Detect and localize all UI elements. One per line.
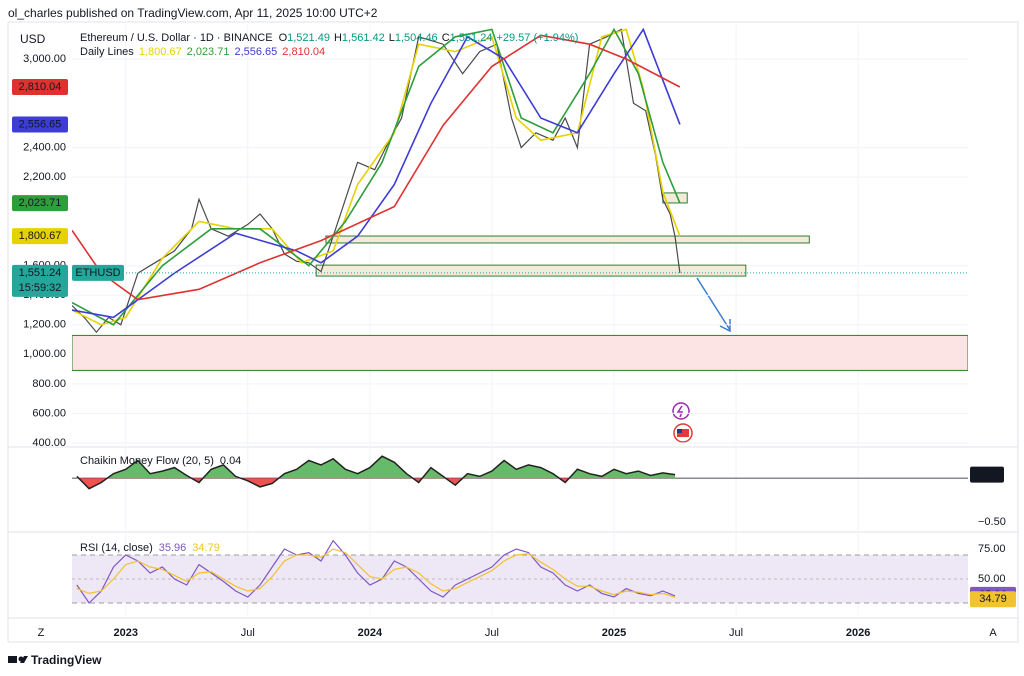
cmf-plot [76,455,676,490]
brand: TradingView [31,653,102,667]
ma-price-tag: 2,556.65 [19,118,62,130]
overlay-title: Daily Lines [80,46,134,58]
scale-button[interactable]: Z [38,627,45,639]
countdown: 15:59:32 [19,282,62,294]
price-zone [325,235,810,244]
ohlc-value: 1,551.24 [450,32,493,44]
last-price-tag-bg [12,264,68,297]
main-plot [72,27,968,371]
arrow-drawing [696,277,731,333]
last-price-tag: 1,551.24 [19,267,62,279]
cmf-positive-area [76,456,675,479]
x-tick-label: Jul [241,627,255,639]
moving-average [72,28,681,326]
rsi-value: 35.96 [159,542,187,554]
moving-average [72,27,681,326]
tradingview-logo: TradingView [8,653,102,667]
ma-price-tag-bg [12,195,68,212]
ma-price-tag: 2,023.71 [19,197,62,209]
overlay-value: 1,800.67 [139,46,182,58]
y-tick-label: 75.00 [978,543,1006,555]
y-tick-label: 3,000.00 [23,53,66,65]
currency: USD [20,32,46,46]
cmf-legend: Chaikin Money Flow (20, 5) 0.04 [80,455,241,467]
ohlc-value: 1,521.49 [287,32,330,44]
y-tick-label: 2,400.00 [23,141,66,153]
auto-button[interactable]: A [989,627,997,639]
ohlc-key: O [279,32,288,44]
ma-price-tag-bg [12,79,68,96]
x-tick-label: Jul [485,627,499,639]
overlay-value: 2,023.71 [187,46,230,58]
cmf-line [76,455,676,490]
chart-frame [7,21,1019,643]
rsi-legend: RSI (14, close) 35.96 34.79 [80,542,220,554]
legend-lines: Daily Lines 1,800.67 2,023.71 2,556.65 2,810… [80,46,325,58]
cmf-value-tag: 0.04 [976,469,997,481]
y-tick-label: 400.00 [32,437,66,449]
y-tick-label: 50.00 [978,573,1006,585]
y-tick-label: 600.00 [32,407,66,419]
moving-average [72,34,681,301]
y-tick-label: 1,000.00 [23,348,66,360]
publisher: ol_charles published on TradingView.com,… [8,6,378,20]
cmf-value-tag-bg [970,466,1004,483]
symbol-title: Ethereum / U.S. Dollar · 1D · BINANCE [80,32,273,44]
legend-title: Ethereum / U.S. Dollar · 1D · BINANCE O1,… [80,32,578,44]
ohlc-key: H [334,32,342,44]
cmf-value: 0.04 [220,455,241,467]
indicator-title: Chaikin Money Flow (20, 5) [80,455,214,467]
x-tick-label: Jul [729,627,743,639]
x-tick-label: 2025 [602,627,626,639]
ma-price-tag: 2,810.04 [19,81,62,93]
rsi-value: 34.79 [192,542,220,554]
y-tick-label: −0.50 [978,516,1006,528]
y-tick-label: 800.00 [32,378,66,390]
price-zone [315,264,747,277]
ohlc-value: 1,504.46 [395,32,438,44]
ma-price-tag: 1,800.67 [19,230,62,242]
rsi-line [76,539,676,604]
price-change: +29.57 (+1.94%) [496,32,578,44]
ma-price-tag-bg [12,116,68,133]
ohlc-key: C [442,32,450,44]
y-tick-label: 2,200.00 [23,171,66,183]
ohlc-value: 1,561.42 [342,32,385,44]
symbol-tag: ETHUSD [75,267,120,279]
event-icons [672,402,693,443]
price-zone [72,334,968,371]
rsi-value-tag-bg [970,591,1016,608]
moving-average [72,27,681,319]
x-tick-label: 2024 [358,627,383,639]
overlay-value: 2,810.04 [282,46,325,58]
y-tick-label: 1,200.00 [23,319,66,331]
rsi-value-tag: 34.79 [979,593,1007,605]
symbol-tag-bg [72,264,124,281]
overlay-value: 2,556.65 [234,46,277,58]
ma-price-tag-bg [12,228,68,245]
x-tick-label: 2023 [113,627,137,639]
rsi-plot [76,539,676,604]
x-tick-label: 2026 [846,627,870,639]
rsi-line [76,548,676,598]
ohlc-key: L [389,32,395,44]
indicator-title: RSI (14, close) [80,542,153,554]
